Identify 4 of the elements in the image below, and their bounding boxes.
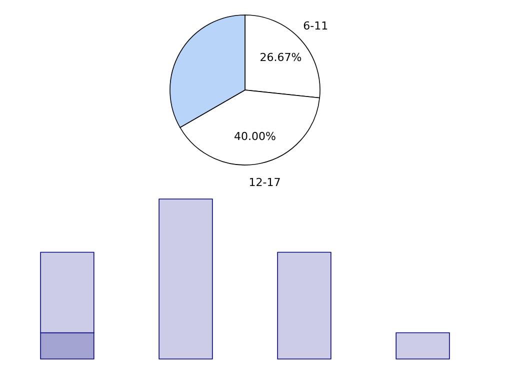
data-label: 26.67%: [260, 50, 302, 64]
slice-label: 12-17: [248, 176, 281, 189]
slice-label: 6-11: [303, 19, 328, 32]
data-label: 40.00%: [234, 130, 276, 143]
